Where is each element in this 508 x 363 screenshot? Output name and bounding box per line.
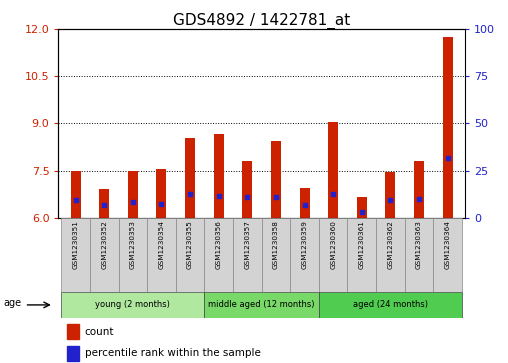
- Point: [443, 155, 452, 161]
- Text: GSM1230360: GSM1230360: [330, 220, 336, 269]
- Text: GSM1230364: GSM1230364: [444, 220, 451, 269]
- Bar: [185, 138, 195, 218]
- Point: [100, 202, 108, 208]
- Bar: [204, 292, 319, 318]
- Text: count: count: [85, 327, 114, 337]
- Bar: [376, 218, 405, 292]
- Bar: [319, 218, 347, 292]
- Point: [358, 209, 366, 215]
- Bar: [271, 141, 281, 218]
- Bar: [433, 218, 462, 292]
- Text: GSM1230363: GSM1230363: [416, 220, 422, 269]
- Bar: [156, 169, 167, 218]
- Point: [243, 195, 251, 200]
- Point: [214, 193, 223, 199]
- Title: GDS4892 / 1422781_at: GDS4892 / 1422781_at: [173, 13, 350, 29]
- Text: GSM1230361: GSM1230361: [359, 220, 365, 269]
- Text: middle aged (12 months): middle aged (12 months): [208, 301, 315, 309]
- Text: GSM1230359: GSM1230359: [302, 220, 307, 269]
- Bar: [128, 171, 138, 218]
- Bar: [61, 292, 204, 318]
- Text: young (2 months): young (2 months): [96, 301, 170, 309]
- Bar: [233, 218, 262, 292]
- Bar: [386, 172, 395, 218]
- Text: percentile rank within the sample: percentile rank within the sample: [85, 348, 261, 358]
- Bar: [67, 324, 79, 339]
- Text: GSM1230356: GSM1230356: [216, 220, 221, 269]
- Text: aged (24 months): aged (24 months): [353, 301, 428, 309]
- Point: [186, 191, 194, 197]
- Bar: [262, 218, 290, 292]
- Bar: [67, 346, 79, 361]
- Bar: [290, 218, 319, 292]
- Point: [387, 197, 395, 203]
- Point: [272, 195, 280, 200]
- Point: [329, 191, 337, 197]
- Bar: [300, 188, 309, 218]
- Bar: [147, 218, 176, 292]
- Bar: [61, 218, 90, 292]
- Text: GSM1230353: GSM1230353: [130, 220, 136, 269]
- Text: age: age: [3, 298, 21, 308]
- Point: [301, 202, 309, 208]
- Text: GSM1230358: GSM1230358: [273, 220, 279, 269]
- Bar: [71, 171, 81, 218]
- Text: GSM1230352: GSM1230352: [101, 220, 107, 269]
- Bar: [90, 218, 118, 292]
- Bar: [328, 122, 338, 218]
- Point: [72, 197, 80, 203]
- Bar: [204, 218, 233, 292]
- Bar: [118, 218, 147, 292]
- Bar: [442, 37, 453, 218]
- Bar: [242, 161, 252, 218]
- Bar: [319, 292, 462, 318]
- Bar: [176, 218, 204, 292]
- Bar: [347, 218, 376, 292]
- Text: GSM1230362: GSM1230362: [388, 220, 393, 269]
- Text: GSM1230357: GSM1230357: [244, 220, 250, 269]
- Bar: [357, 197, 367, 218]
- Bar: [414, 161, 424, 218]
- Point: [415, 196, 423, 202]
- Bar: [99, 189, 109, 218]
- Bar: [405, 218, 433, 292]
- Text: GSM1230354: GSM1230354: [158, 220, 165, 269]
- Bar: [214, 134, 224, 218]
- Point: [129, 199, 137, 205]
- Point: [157, 201, 166, 207]
- Text: GSM1230351: GSM1230351: [73, 220, 79, 269]
- Text: GSM1230355: GSM1230355: [187, 220, 193, 269]
